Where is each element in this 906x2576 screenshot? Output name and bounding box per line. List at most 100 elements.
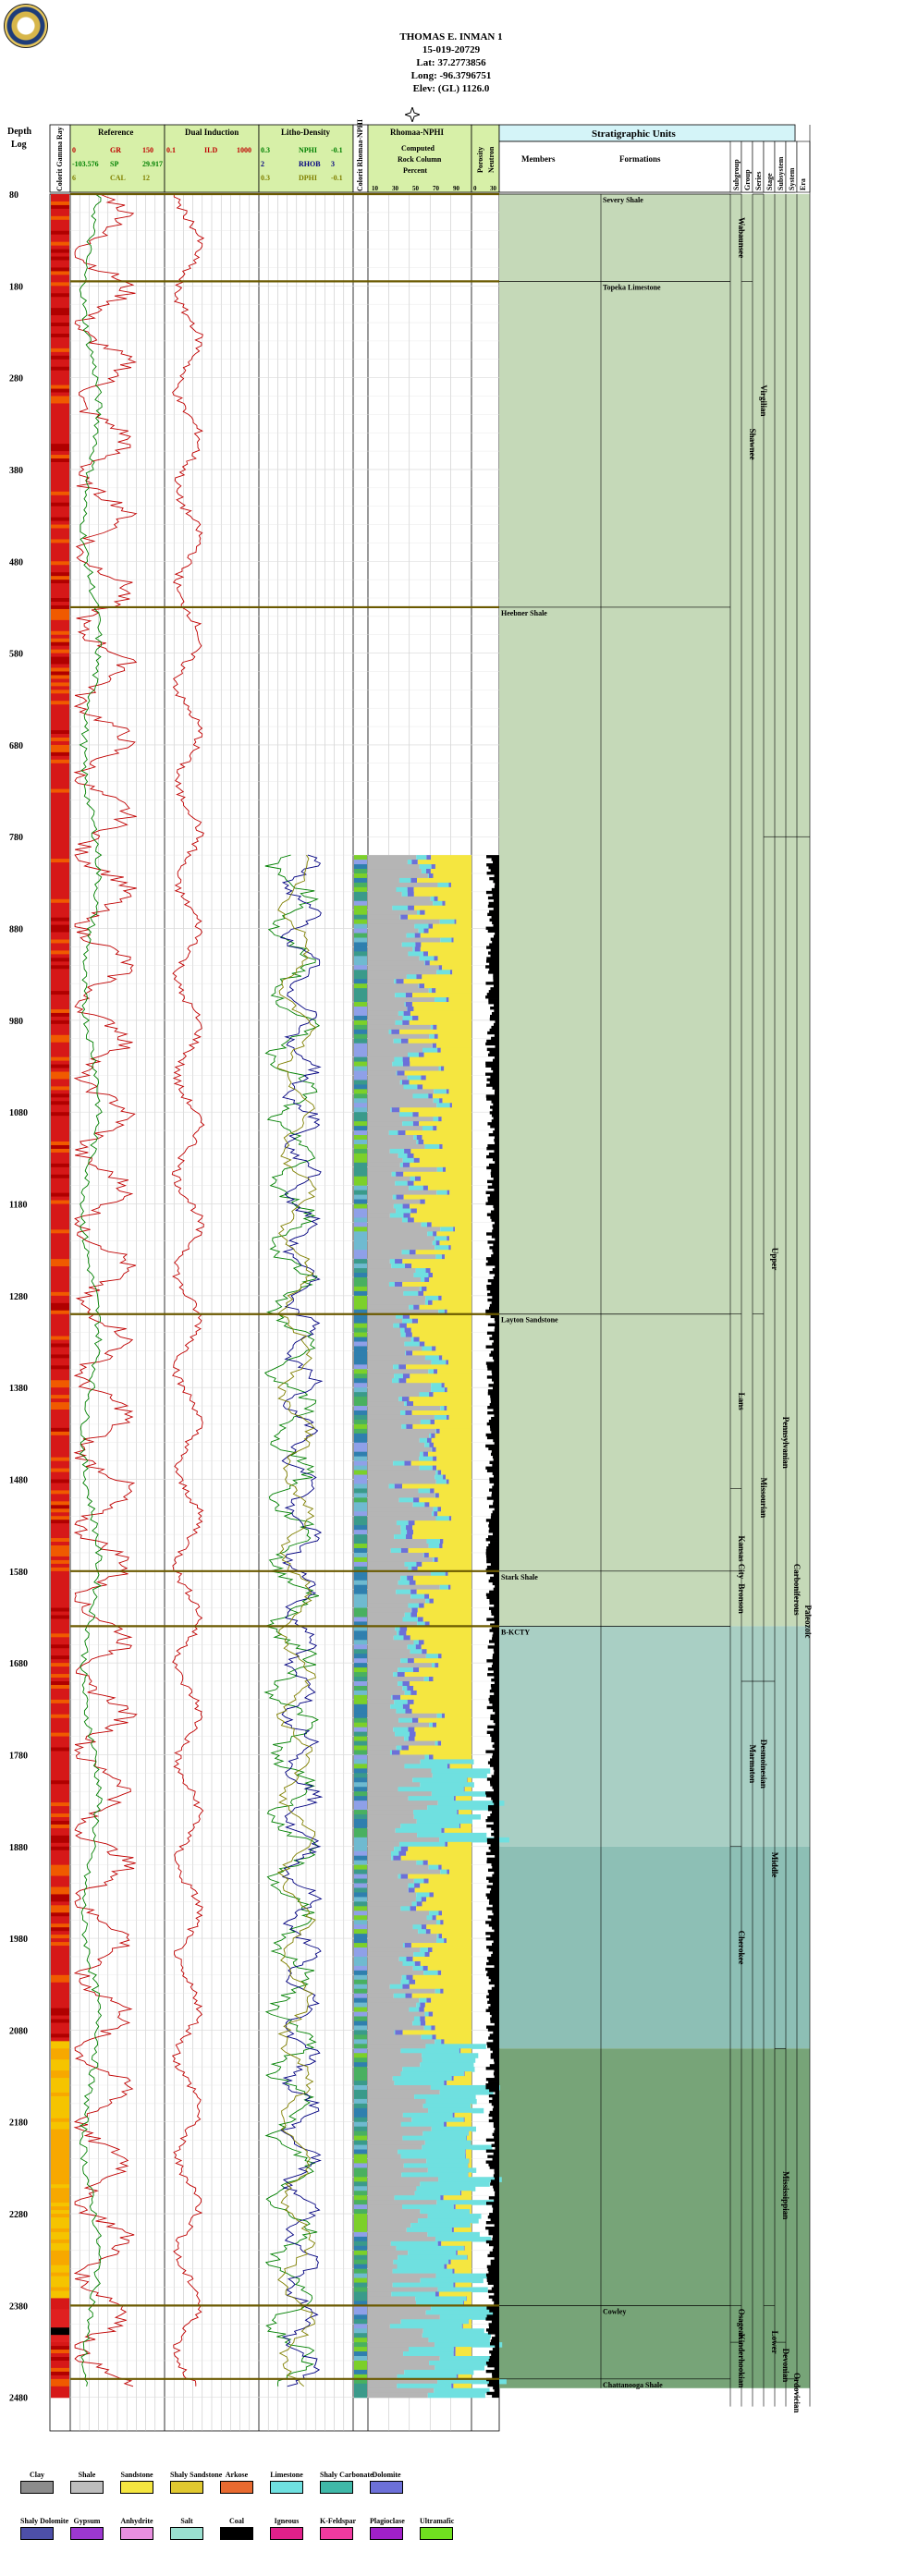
rhomaa-color-band	[354, 1869, 367, 1875]
porosity-fill	[489, 2110, 499, 2115]
rock-fraction	[432, 2034, 436, 2040]
rock-fraction	[368, 1956, 399, 1962]
rock-fraction	[423, 1970, 438, 1976]
gamma-color-band	[51, 1453, 69, 1459]
rock-fraction	[463, 2301, 464, 2306]
gamma-color-band	[51, 690, 69, 694]
gamma-color-band	[51, 1931, 69, 1935]
porosity-fill	[487, 2383, 499, 2387]
gamma-color-band	[51, 451, 69, 456]
porosity-fill	[486, 1375, 499, 1379]
rock-fraction	[402, 1056, 410, 1063]
gamma-color-band	[51, 671, 69, 677]
porosity-fill	[489, 1353, 499, 1357]
porosity-fill	[493, 2207, 499, 2211]
gamma-color-band	[51, 1883, 69, 1888]
gamma-color-band	[51, 2011, 69, 2017]
porosity-fill	[488, 2163, 499, 2167]
rock-fraction	[418, 1617, 423, 1623]
porosity-fill	[492, 1656, 499, 1660]
rock-fraction	[368, 1970, 424, 1976]
rock-fraction	[441, 1117, 471, 1122]
rock-fraction	[410, 1010, 471, 1017]
gamma-color-band	[51, 1747, 69, 1752]
rock-fraction	[421, 1897, 427, 1902]
rock-fraction	[444, 2081, 447, 2086]
rock-fraction	[441, 1470, 471, 1476]
gamma-color-band	[51, 472, 69, 478]
porosity-fill	[495, 2334, 499, 2338]
rock-fraction	[368, 2158, 427, 2165]
scale-max: 1000	[237, 146, 251, 154]
porosity-fill	[491, 1430, 499, 1435]
rock-fraction	[413, 1135, 417, 1141]
porosity-fill	[491, 1067, 499, 1070]
gamma-color-band	[51, 230, 69, 236]
porosity-fill	[494, 2168, 499, 2172]
rock-fraction	[442, 1934, 471, 1939]
rock-fraction	[368, 2163, 404, 2168]
rock-fraction	[368, 2387, 435, 2394]
porosity-fill	[493, 2312, 499, 2315]
rock-fraction	[400, 2319, 469, 2325]
gamma-color-band	[51, 961, 69, 966]
porosity-fill	[494, 1642, 499, 1646]
gamma-color-band	[51, 1706, 69, 1712]
porosity-fill	[493, 2031, 499, 2034]
porosity-fill	[490, 948, 499, 952]
porosity-fill	[492, 1224, 499, 1227]
rock-fraction	[425, 1598, 430, 1605]
legend-label: Arkose	[225, 2471, 249, 2479]
gamma-color-band	[51, 1842, 69, 1848]
rock-fraction	[410, 1607, 412, 1614]
rhomaa-color-band	[354, 1084, 367, 1090]
rhomaa-color-band	[354, 1805, 367, 1811]
porosity-fill	[485, 982, 499, 985]
rock-fraction	[421, 942, 471, 948]
rock-fraction	[432, 1300, 471, 1306]
gamma-color-band	[51, 1784, 69, 1789]
porosity-fill	[487, 1410, 499, 1415]
rock-fraction	[415, 1580, 471, 1586]
porosity-fill	[487, 1725, 499, 1729]
rock-fraction	[414, 1520, 471, 1526]
rhomaa-color-band	[354, 1373, 367, 1379]
rhomaa-color-band	[354, 1584, 367, 1591]
rock-fraction	[431, 1791, 491, 1797]
gamma-color-band	[51, 1373, 69, 1377]
rock-fraction	[404, 1764, 447, 1769]
gamma-color-band	[51, 1838, 69, 1844]
rhomaa-color-band	[354, 1493, 367, 1498]
gamma-color-band	[51, 744, 69, 750]
rock-fraction	[368, 1442, 425, 1448]
rock-fraction	[368, 1837, 440, 1843]
rock-fraction	[443, 1474, 447, 1481]
porosity-fill	[494, 1136, 499, 1140]
rock-fraction	[444, 1938, 447, 1944]
porosity-fill	[494, 2199, 499, 2203]
rhomaa-color-band	[354, 1460, 367, 1467]
porosity-fill	[493, 923, 499, 927]
porosity-fill	[486, 2276, 499, 2279]
rock-fraction	[439, 1240, 471, 1246]
porosity-fill	[494, 1835, 499, 1839]
depth-tick: 280	[9, 374, 23, 385]
gamma-color-band	[51, 740, 69, 746]
rhomaa-color-band	[354, 1897, 367, 1902]
depth-tick: 2280	[9, 2210, 28, 2220]
rock-fraction	[368, 1603, 409, 1609]
porosity-fill	[493, 1587, 499, 1592]
rhomaa-color-band	[354, 1002, 367, 1007]
gamma-color-band	[51, 755, 69, 761]
porosity-fill	[489, 1080, 499, 1084]
rock-fraction	[420, 1883, 471, 1889]
porosity-fill	[492, 1334, 499, 1337]
rhomaa-color-band	[354, 1286, 367, 1292]
porosity-fill	[490, 1783, 499, 1787]
gamma-color-band	[51, 781, 69, 787]
gamma-color-band	[51, 2019, 69, 2024]
porosity-fill	[488, 1879, 499, 1883]
gamma-color-band	[51, 2324, 69, 2328]
rock-fraction	[435, 1988, 441, 1995]
rock-fraction	[368, 1056, 395, 1063]
